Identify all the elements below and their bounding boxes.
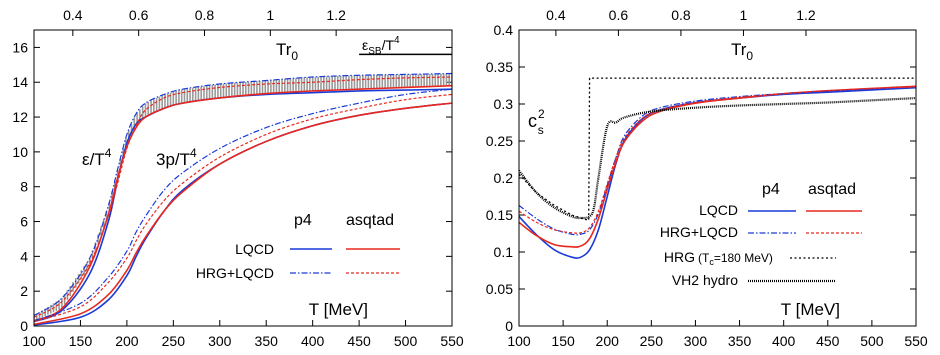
y-tick-label: 0.4: [494, 22, 514, 38]
x-tick-label: 100: [22, 333, 46, 349]
series-line: [34, 76, 452, 318]
legend-header-p4: p4: [294, 212, 312, 229]
x-tick-label: 400: [772, 333, 796, 349]
y-tick-label: 8: [20, 179, 28, 195]
legend-label-lqcd: LQCD: [235, 241, 274, 257]
legend: p4 asqtad LQCD HRG+LQCD: [196, 212, 400, 281]
x-tick-label: 300: [684, 333, 708, 349]
y-tick-label: 12: [12, 109, 28, 125]
series-line: [34, 88, 452, 322]
annotation-sound-speed: c2 s: [528, 107, 545, 137]
y-tick-label: 14: [12, 74, 28, 90]
series-line: [519, 96, 916, 220]
x2-tick-label: 0.8: [195, 7, 215, 23]
axis-label-temperature: T [MeV]: [309, 300, 368, 319]
legend-header-asqtad: asqtad: [808, 181, 856, 198]
x-tick-label: 150: [69, 333, 93, 349]
x-tick-label: 350: [728, 333, 752, 349]
annotation-energy-density: ε/T4: [82, 146, 112, 169]
y-tick-label: 0: [20, 318, 28, 334]
x-tick-label: 350: [255, 333, 279, 349]
series-line: [34, 93, 452, 323]
x-tick-label: 200: [115, 333, 139, 349]
legend-label-hrg-lqcd: HRG+LQCD: [660, 224, 738, 240]
y-tick-label: 2: [20, 283, 28, 299]
series-line: [519, 77, 916, 221]
x2-tick-label: 1.2: [326, 7, 346, 23]
x-tick-label: 100: [507, 333, 531, 349]
series-line: [519, 85, 916, 248]
y-tick-label: 16: [12, 39, 28, 55]
series-layer: [34, 53, 452, 326]
series-line: [34, 88, 452, 323]
tick-labels: 100 150 200 250 300 350 400 450 500 550 0 0.05 0.1 0.…: [486, 7, 928, 349]
annotation-stefan-boltzmann: εSB/T4: [362, 35, 400, 57]
annotation-tr0: Tr0: [276, 40, 298, 63]
x-tick-label: 150: [551, 333, 575, 349]
legend-header-asqtad: asqtad: [346, 212, 394, 229]
annotation-pressure: 3p/T4: [156, 146, 197, 169]
x-tick-label: 500: [394, 333, 418, 349]
y-tick-label: 0.35: [486, 59, 513, 75]
energy-pressure-panel: 100 150 200 250 300 350 400 450 500 550 0 2 4 6 8 10 12 1…: [12, 7, 463, 349]
legend-header-p4: p4: [762, 181, 780, 198]
series-layer: [519, 77, 916, 259]
series-line: [519, 86, 916, 234]
y-tick-label: 4: [20, 248, 28, 264]
legend-label-vh2-hydro: VH2 hydro: [672, 272, 738, 288]
series-line: [519, 87, 916, 236]
plot-frame: [518, 29, 917, 327]
x-tick-label: 250: [162, 333, 186, 349]
legend-label-hrg: HRG: [664, 249, 695, 265]
x2-tick-label: 1.2: [796, 7, 816, 23]
annotation-tr0: Tr0: [731, 40, 753, 63]
x-tick-label: 450: [816, 333, 840, 349]
x2-tick-label: 0.4: [63, 7, 83, 23]
x-tick-label: 550: [440, 333, 464, 349]
sound-speed-panel: 100 150 200 250 300 350 400 450 500 550 0 0.05 0.1 0.…: [486, 7, 928, 349]
plot-frame: [33, 29, 453, 327]
legend-label-hrg-lqcd: HRG+LQCD: [196, 265, 274, 281]
series-line: [34, 72, 452, 317]
y-tick-label: 0.25: [486, 133, 513, 149]
x2-tick-label: 1: [740, 7, 748, 23]
legend-label-hrg-note: (Tc=180 MeV): [698, 251, 773, 267]
y-tick-label: 10: [12, 144, 28, 160]
x2-tick-label: 0.4: [546, 7, 566, 23]
legend-label-lqcd: LQCD: [699, 202, 738, 218]
series-line: [34, 84, 452, 322]
x-tick-label: 550: [904, 333, 928, 349]
x-tick-label: 250: [640, 333, 664, 349]
x2-tick-label: 0.6: [609, 7, 629, 23]
x-tick-label: 200: [596, 333, 620, 349]
y-tick-label: 0.1: [494, 244, 514, 260]
y-tick-label: 6: [20, 214, 28, 230]
x-tick-label: 400: [301, 333, 325, 349]
x-tick-label: 300: [208, 333, 232, 349]
series-line: [34, 102, 452, 326]
y-tick-label: 0.2: [494, 170, 514, 186]
axis-label-temperature: T [MeV]: [781, 300, 840, 319]
uncertainty-band: [34, 73, 452, 321]
y-tick-label: 0.05: [486, 281, 513, 297]
x2-tick-label: 0.8: [671, 7, 691, 23]
y-tick-label: 0.15: [486, 207, 513, 223]
x2-tick-label: 0.6: [129, 7, 149, 23]
x-tick-label: 450: [347, 333, 371, 349]
x-tick-label: 500: [860, 333, 884, 349]
tick-labels: 100 150 200 250 300 350 400 450 500 550 0 2 4 6 8 10 12 1…: [12, 7, 463, 349]
y-tick-label: 0.3: [494, 96, 514, 112]
legend: p4 asqtad LQCD HRG+LQCD HRG (Tc=180 MeV)…: [660, 181, 862, 288]
x2-tick-label: 1: [266, 7, 274, 23]
y-tick-label: 0: [505, 318, 513, 334]
